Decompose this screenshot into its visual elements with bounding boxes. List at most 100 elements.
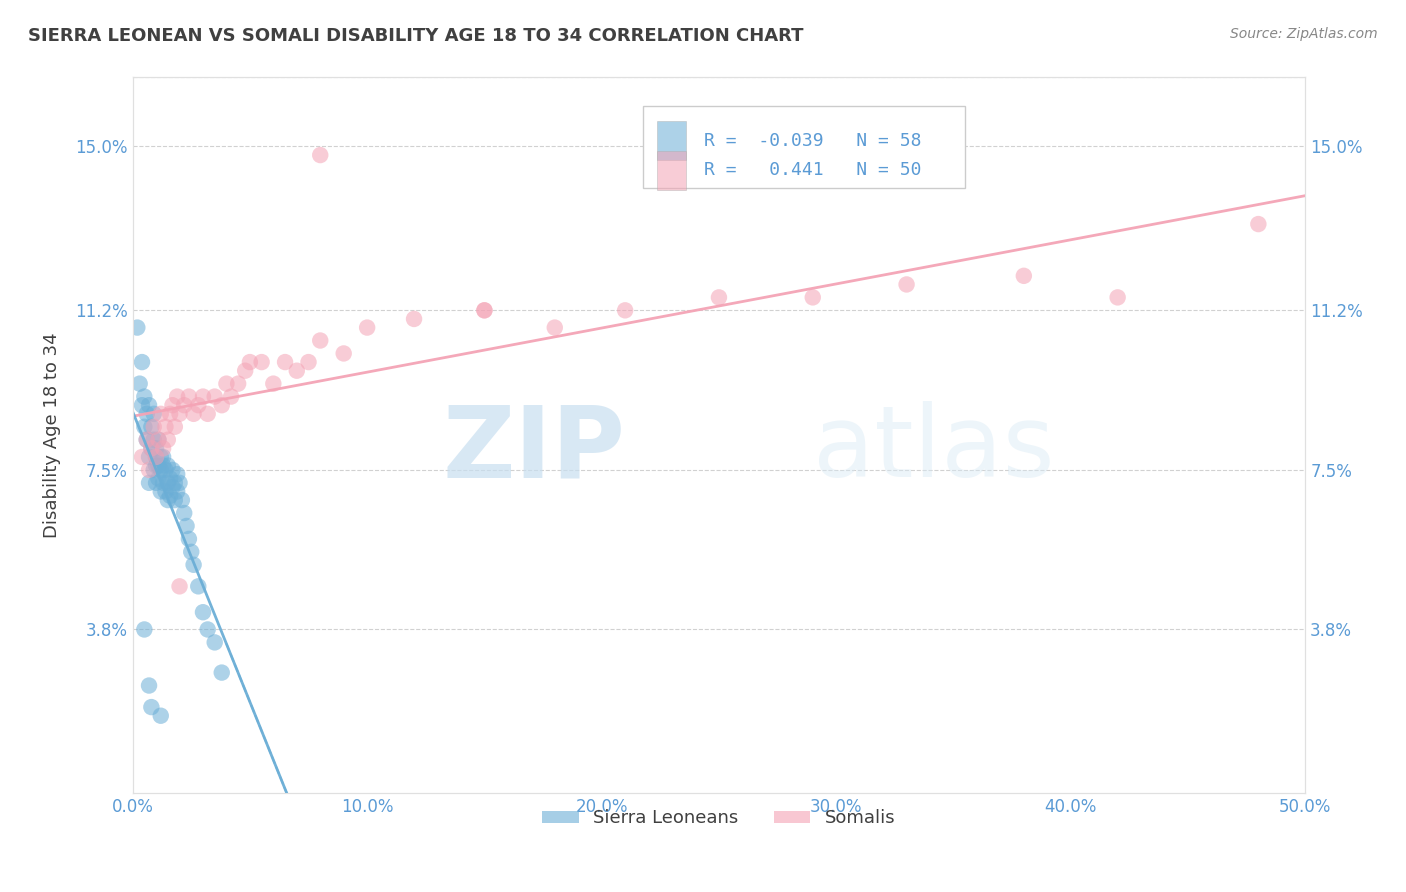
Point (204, 390, 226, 404)
Point (166, 484, 188, 499)
Point (135, 407, 157, 421)
Point (145, 450, 167, 464)
Point (145, 475, 167, 490)
Point (135, 433, 157, 447)
Point (128, 376, 150, 391)
Point (156, 433, 179, 447)
Point (135, 433, 157, 447)
Point (145, 450, 167, 464)
Text: ZIP: ZIP (443, 401, 626, 499)
Text: atlas: atlas (813, 401, 1054, 499)
Point (187, 398, 209, 412)
Point (152, 458, 174, 473)
Point (162, 463, 184, 477)
Point (149, 484, 172, 499)
Point (156, 493, 179, 508)
Point (138, 679, 160, 693)
FancyBboxPatch shape (643, 106, 965, 188)
Point (801, 290, 824, 304)
Point (148, 471, 170, 485)
Point (177, 532, 200, 546)
Point (155, 419, 177, 434)
Point (309, 148, 332, 162)
Point (544, 320, 567, 334)
Point (177, 390, 200, 404)
Point (127, 320, 149, 334)
Point (142, 407, 165, 421)
Point (134, 623, 156, 637)
Point (152, 450, 174, 464)
Point (297, 355, 319, 369)
Point (142, 419, 165, 434)
Point (1012, 268, 1035, 283)
Point (148, 433, 170, 447)
Point (141, 442, 163, 456)
Point (134, 390, 156, 404)
Point (191, 390, 214, 404)
Point (149, 708, 172, 723)
Point (163, 475, 186, 490)
Point (239, 355, 262, 369)
Point (152, 442, 174, 456)
Point (152, 475, 174, 490)
Point (332, 346, 354, 360)
Point (138, 398, 160, 412)
Point (191, 605, 214, 619)
Point (474, 303, 496, 318)
Point (159, 471, 181, 485)
Point (131, 398, 153, 412)
Point (173, 398, 195, 412)
Point (170, 493, 193, 508)
Point (180, 545, 202, 559)
Point (131, 355, 153, 369)
Point (134, 419, 156, 434)
Point (163, 419, 186, 434)
Point (141, 442, 163, 456)
Point (183, 407, 205, 421)
Point (226, 376, 249, 391)
Point (474, 303, 496, 318)
Text: R =   0.441   N = 50: R = 0.441 N = 50 (703, 161, 921, 179)
Point (187, 579, 209, 593)
Point (162, 480, 184, 494)
Point (197, 407, 219, 421)
Point (169, 579, 191, 593)
Point (274, 355, 297, 369)
Text: R =  -0.039   N = 58: R = -0.039 N = 58 (703, 132, 921, 150)
Point (896, 277, 918, 292)
Point (262, 376, 284, 391)
FancyBboxPatch shape (657, 121, 686, 161)
Point (142, 463, 165, 477)
Point (176, 519, 198, 533)
Point (1247, 217, 1270, 231)
Point (138, 450, 160, 464)
Point (148, 433, 170, 447)
Point (149, 407, 172, 421)
Y-axis label: Disability Age 18 to 34: Disability Age 18 to 34 (44, 333, 60, 538)
Point (149, 450, 172, 464)
Point (197, 623, 219, 637)
Point (166, 467, 188, 482)
Point (149, 463, 172, 477)
Point (138, 475, 160, 490)
FancyBboxPatch shape (657, 151, 686, 190)
Point (156, 475, 179, 490)
Legend: Sierra Leoneans, Somalis: Sierra Leoneans, Somalis (536, 802, 903, 834)
Point (166, 390, 188, 404)
Point (707, 290, 730, 304)
Point (250, 355, 273, 369)
Point (159, 489, 181, 503)
Point (204, 635, 226, 649)
Point (169, 475, 191, 490)
Point (219, 390, 242, 404)
Point (148, 458, 170, 473)
Point (145, 442, 167, 456)
Point (156, 458, 179, 473)
Point (1107, 290, 1129, 304)
Point (173, 506, 195, 520)
Point (614, 303, 637, 318)
Point (131, 450, 153, 464)
Point (162, 398, 184, 412)
Point (233, 364, 256, 378)
Point (169, 407, 191, 421)
